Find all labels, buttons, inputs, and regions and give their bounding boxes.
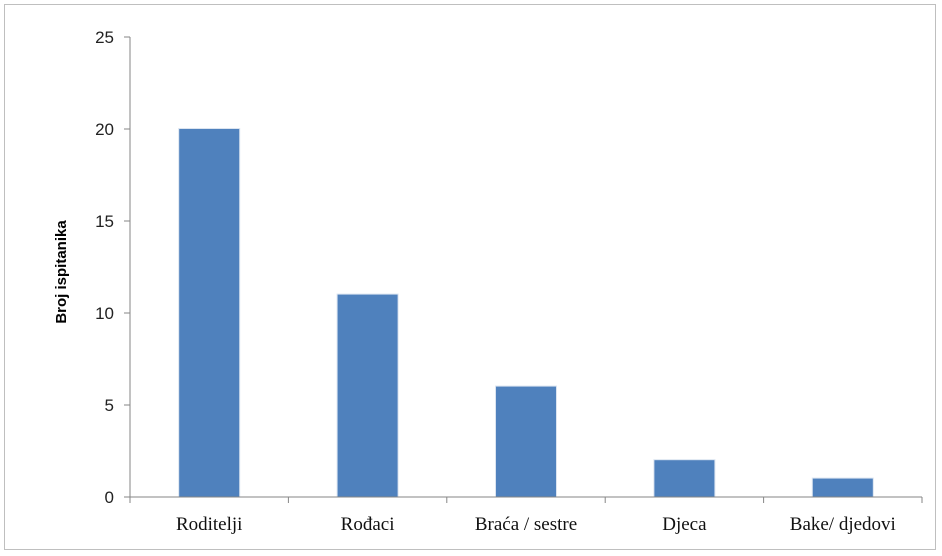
- y-tick-label: 15: [95, 212, 114, 231]
- y-tick-label: 10: [95, 304, 114, 323]
- y-tick-label: 25: [95, 28, 114, 47]
- bar: [179, 129, 240, 497]
- x-axis-ticks: Roditelji Rođaci Braća / sestre Djeca Bake/ …: [129, 497, 923, 535]
- y-tick-label: 0: [105, 488, 114, 507]
- bar: [337, 294, 398, 497]
- bar: [654, 460, 715, 497]
- bar: [496, 386, 556, 497]
- chart-frame: [4, 4, 936, 550]
- x-tick-label: Rođaci: [341, 514, 395, 535]
- bars: [178, 128, 874, 497]
- x-tick-label: Bake/ djedovi: [790, 514, 896, 535]
- y-axis-ticks: 0 5 10 15 20 25: [95, 28, 130, 507]
- y-tick-label: 5: [105, 396, 114, 415]
- y-tick-label: 20: [95, 120, 114, 139]
- x-tick-label: Braća / sestre: [475, 514, 577, 535]
- x-tick-label: Roditelji: [176, 514, 243, 535]
- y-axis-title: Broj ispitanika: [53, 220, 70, 324]
- bar: [812, 478, 873, 497]
- x-tick-label: Djeca: [662, 514, 707, 535]
